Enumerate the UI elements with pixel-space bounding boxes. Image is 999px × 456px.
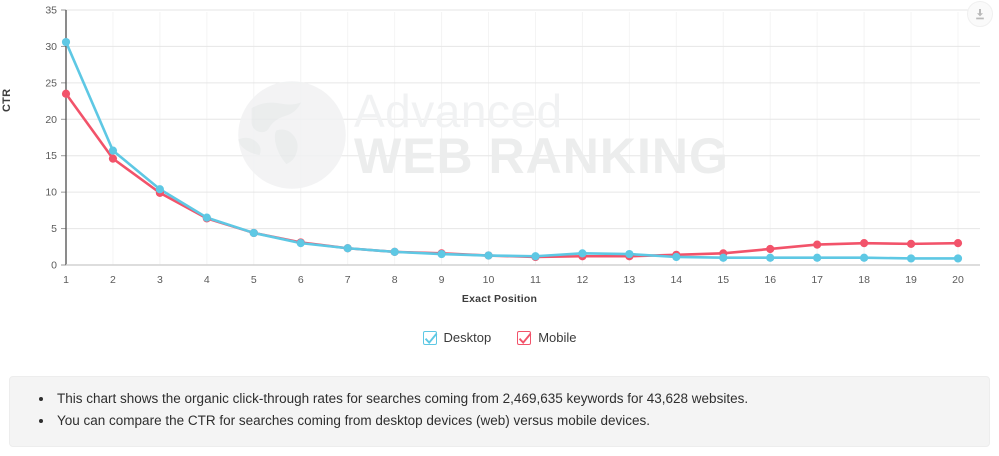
data-point-desktop[interactable] xyxy=(813,253,822,262)
y-axis-tick-label: 30 xyxy=(45,41,57,53)
legend-item-mobile[interactable]: Mobile xyxy=(517,330,577,345)
data-point-desktop[interactable] xyxy=(766,253,775,262)
data-point-desktop[interactable] xyxy=(484,251,493,260)
y-axis-title: CTR xyxy=(1,88,13,112)
data-point-desktop[interactable] xyxy=(343,244,352,253)
x-axis-tick-label: 7 xyxy=(345,274,351,286)
checkmark-icon xyxy=(424,332,437,344)
x-axis-tick-label: 17 xyxy=(811,274,823,286)
x-axis-tick-label: 12 xyxy=(577,274,589,286)
y-axis-tick-label: 15 xyxy=(45,150,57,162)
x-axis-tick-label: 14 xyxy=(670,274,682,286)
data-point-desktop[interactable] xyxy=(249,228,258,238)
data-point-mobile[interactable] xyxy=(813,240,822,249)
x-axis-tick-label: 4 xyxy=(204,274,210,286)
data-point-desktop[interactable] xyxy=(719,253,728,262)
x-axis-tick-label: 6 xyxy=(298,274,304,286)
chart-note: You can compare the CTR for searches com… xyxy=(54,410,989,432)
chart-container: Advanced WEB RANKING 0 5 10 15 20 25 30 35 1 2 3 4 5… xyxy=(1,5,980,305)
x-axis-tick-label: 18 xyxy=(858,274,870,286)
legend-item-desktop[interactable]: Desktop xyxy=(422,330,492,345)
data-point-mobile[interactable] xyxy=(61,89,71,98)
data-point-desktop[interactable] xyxy=(953,254,963,263)
series-line-desktop xyxy=(64,40,960,260)
data-point-desktop[interactable] xyxy=(672,252,681,262)
y-axis-tick-label: 35 xyxy=(45,5,57,17)
x-axis-tick-label: 20 xyxy=(952,274,964,286)
x-axis-tick-label: 1 xyxy=(63,274,69,286)
checkmark-icon xyxy=(519,332,532,344)
y-axis-tick-label: 0 xyxy=(51,260,57,272)
legend-checkbox-mobile[interactable] xyxy=(517,330,532,345)
data-point-mobile[interactable] xyxy=(906,239,916,248)
legend-checkbox-desktop[interactable] xyxy=(422,330,437,345)
x-axis-tick-label: 3 xyxy=(157,274,163,286)
data-point-desktop[interactable] xyxy=(860,253,869,262)
x-axis-tick-label: 10 xyxy=(483,274,495,286)
chart-notes-panel: This chart shows the organic click-throu… xyxy=(9,376,990,447)
y-axis-tick-label: 10 xyxy=(45,187,57,199)
x-axis-tick-label: 13 xyxy=(624,274,636,286)
chart-legend: Desktop Mobile xyxy=(0,330,999,345)
legend-label-mobile: Mobile xyxy=(538,330,577,345)
x-axis-tick-label: 9 xyxy=(439,274,445,286)
data-point-desktop[interactable] xyxy=(296,239,305,248)
series-line-mobile xyxy=(64,92,960,259)
download-icon xyxy=(976,9,984,20)
x-axis-title: Exact Position xyxy=(461,293,538,305)
data-point-desktop[interactable] xyxy=(108,146,118,155)
data-point-desktop[interactable] xyxy=(390,247,399,256)
data-point-desktop[interactable] xyxy=(155,185,164,194)
data-point-desktop[interactable] xyxy=(906,254,916,263)
data-point-mobile[interactable] xyxy=(766,244,775,254)
data-point-mobile[interactable] xyxy=(860,239,869,248)
x-axis-tick-label: 19 xyxy=(905,274,917,286)
x-axis-tick-label: 15 xyxy=(717,274,729,286)
x-axis-tick-label: 11 xyxy=(530,274,541,286)
data-point-desktop[interactable] xyxy=(625,249,634,259)
data-point-desktop[interactable] xyxy=(437,249,446,259)
data-point-desktop[interactable] xyxy=(531,252,540,261)
y-axis-tick-label: 5 xyxy=(51,223,57,235)
chart-note: This chart shows the organic click-throu… xyxy=(54,388,989,410)
data-point-mobile[interactable] xyxy=(108,154,118,163)
y-axis-tick-label: 20 xyxy=(45,114,57,126)
download-button[interactable] xyxy=(967,1,993,27)
x-axis-tick-label: 16 xyxy=(764,274,776,286)
y-axis-tick-label: 25 xyxy=(45,77,57,89)
x-axis-tick-label: 5 xyxy=(251,274,257,286)
x-axis-tick-label: 8 xyxy=(392,274,398,286)
chart-notes-list: This chart shows the organic click-throu… xyxy=(10,377,989,432)
x-axis-tick-label: 2 xyxy=(110,274,116,286)
data-point-desktop[interactable] xyxy=(61,37,71,47)
data-point-mobile[interactable] xyxy=(953,239,963,248)
data-point-desktop[interactable] xyxy=(202,213,211,222)
legend-label-desktop: Desktop xyxy=(443,330,492,345)
data-point-desktop[interactable] xyxy=(578,249,587,258)
